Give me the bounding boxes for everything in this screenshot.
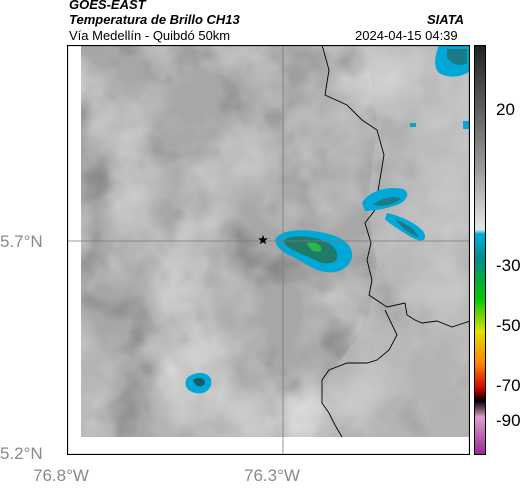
colorbar: [474, 45, 486, 455]
star-icon: [258, 235, 268, 245]
brightness-temperature-map: [67, 45, 470, 455]
colorbar-tick: -70: [496, 376, 521, 395]
colorbar-tick: -30: [496, 256, 521, 275]
border-line: [321, 309, 398, 438]
lon-tick-label: 76.3°W: [244, 466, 300, 485]
colorbar-tick: 20: [496, 100, 515, 119]
region-label: Vía Medellín - Quibdó 50km: [69, 28, 231, 43]
datetime-label: 2024-04-15 04:39: [355, 28, 458, 43]
lat-tick-label: 5.2°N: [0, 444, 43, 463]
lon-tick-label: 76.8°W: [33, 466, 89, 485]
map-frame: [67, 45, 470, 455]
lat-tick-label: 5.7°N: [0, 232, 43, 251]
product-title: Temperatura de Brillo CH13: [69, 12, 240, 27]
border-line: [321, 45, 470, 328]
convective-cell-east: [362, 187, 426, 241]
convective-cell-northeast: [410, 45, 470, 129]
colorbar-tick: -90: [496, 411, 521, 430]
satellite-label: GOES-EAST: [69, 0, 146, 12]
convective-cell-southwest: [185, 372, 212, 394]
org-label: SIATA: [427, 12, 465, 27]
colorbar-tick: -50: [496, 316, 521, 335]
